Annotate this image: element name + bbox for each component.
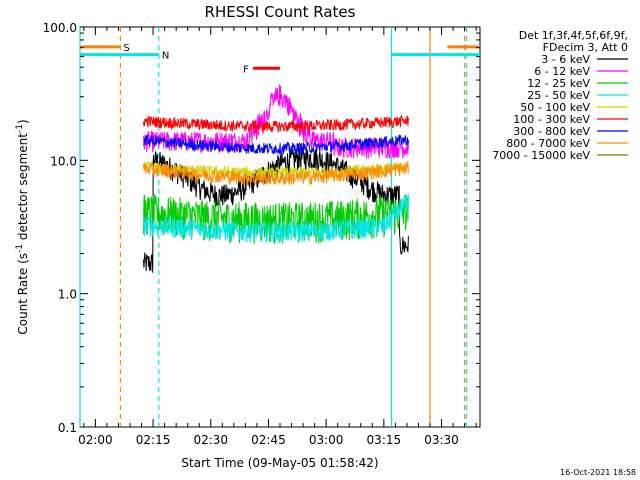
x-tick-label: 02:15 xyxy=(136,433,171,447)
y-tick-label: 0.1 xyxy=(58,421,77,435)
timestamp: 16-Oct-2021 18:58 xyxy=(560,468,636,477)
x-axis-label: Start Time (09-May-05 01:58:42) xyxy=(181,456,378,470)
series-lines xyxy=(143,84,409,273)
x-tick-label: 02:00 xyxy=(78,433,113,447)
y-axis-ticks: 100.0 10.0 1.0 0.1 xyxy=(43,21,480,435)
y-axis-label-sup2: -1 xyxy=(15,124,25,133)
series-line xyxy=(143,84,409,159)
legend-item-label: 100 - 300 keV xyxy=(513,113,590,126)
y-axis-label-tail: detector segment xyxy=(16,133,30,244)
x-tick-label: 02:30 xyxy=(193,433,228,447)
flag-label-n: N xyxy=(162,51,169,62)
series-line xyxy=(143,161,409,186)
flag-bars: S N F xyxy=(80,43,480,75)
series-line xyxy=(143,114,409,133)
x-tick-label: 02:45 xyxy=(251,433,286,447)
legend: Det 1f,3f,4f,5f,6f,9f, FDecim 3, Att 0 3… xyxy=(492,29,628,162)
x-axis-ticks: 02:00 02:15 02:30 02:45 03:00 03:15 03:30 xyxy=(78,27,477,447)
y-tick-label: 10.0 xyxy=(50,154,77,168)
vertical-markers xyxy=(79,27,468,427)
legend-item-label: 50 - 100 keV xyxy=(520,101,590,114)
chart-title: RHESSI Count Rates xyxy=(205,3,356,21)
legend-header-line-1: Det 1f,3f,4f,5f,6f,9f, xyxy=(519,29,628,42)
x-tick-label: 03:30 xyxy=(424,433,459,447)
legend-item-label: 6 - 12 keV xyxy=(534,65,590,78)
y-axis-label-end: ) xyxy=(16,119,30,124)
legend-item-label: 25 - 50 keV xyxy=(527,89,590,102)
legend-item-label: 800 - 7000 keV xyxy=(506,137,590,150)
series-line xyxy=(143,134,409,156)
y-axis-label-sup: -1 xyxy=(15,244,25,253)
plot-area: SNF 02:00 02:15 02:30 02:45 03:00 03:15 03:30 … xyxy=(43,21,481,447)
y-axis-label-main: Count Rate (s xyxy=(16,253,30,335)
legend-item-label: 7000 - 15000 keV xyxy=(492,149,590,162)
series-line xyxy=(143,193,409,243)
legend-item-label: 12 - 25 keV xyxy=(527,77,590,90)
flag-label-f: F xyxy=(243,64,249,75)
series-line xyxy=(143,193,409,245)
y-axis-label: Count Rate (s-1 detector segment-1) xyxy=(15,119,30,334)
flag-label-s: S xyxy=(123,43,129,54)
x-tick-label: 03:00 xyxy=(309,433,344,447)
y-tick-label: 100.0 xyxy=(43,21,77,35)
legend-header-line-2: FDecim 3, Att 0 xyxy=(543,41,628,54)
y-tick-label: 1.0 xyxy=(58,288,77,302)
x-tick-label: 03:15 xyxy=(367,433,402,447)
legend-item-label: 3 - 6 keV xyxy=(541,53,590,66)
legend-item-label: 300 - 800 keV xyxy=(513,125,590,138)
